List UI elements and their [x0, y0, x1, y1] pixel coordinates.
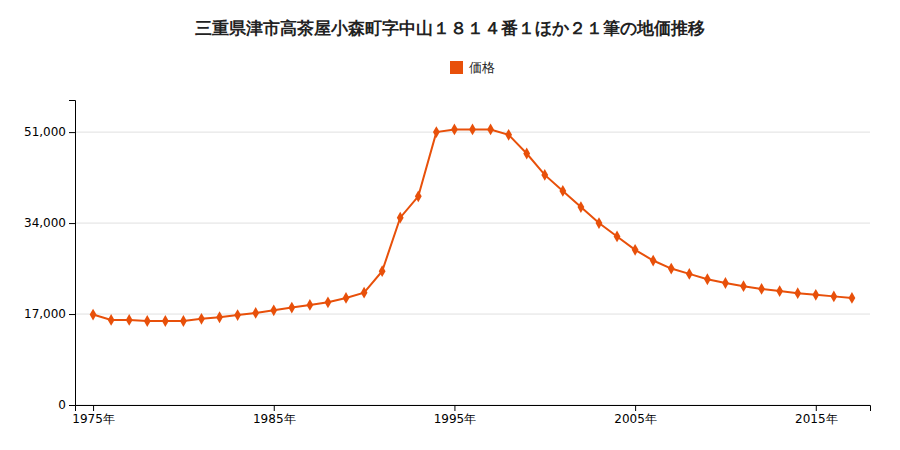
y-axis: 0 17,000 34,000 51,000 — [24, 101, 76, 413]
axis-line — [69, 101, 76, 406]
legend: 価格 — [450, 60, 495, 75]
line — [93, 129, 852, 321]
marker — [126, 314, 133, 326]
grid — [75, 132, 870, 405]
tick-label: 1975年 — [72, 412, 115, 426]
tick-label: 34,000 — [24, 216, 66, 230]
marker — [578, 201, 585, 213]
marker — [505, 129, 512, 141]
marker — [740, 280, 747, 292]
marker — [686, 268, 693, 280]
marker — [704, 273, 711, 285]
marker — [325, 296, 332, 308]
marker — [270, 304, 277, 316]
marker — [849, 292, 856, 304]
tick-mark — [93, 405, 94, 411]
tick-mark — [635, 405, 636, 411]
tick-mark — [69, 405, 75, 406]
marker — [559, 185, 566, 197]
x-axis: 1975年 1985年 1995年 2005年 2015年 — [72, 405, 870, 426]
tick-label: 2005年 — [614, 412, 657, 426]
marker — [668, 263, 675, 275]
tick: 17,000 — [24, 307, 75, 321]
tick: 1985年 — [253, 405, 296, 426]
tick-mark — [69, 314, 75, 315]
tick-mark — [274, 405, 275, 411]
chart: 三重県津市高茶屋小森町字中山１８１４番１ほか２１筆の地価推移 1975年 1985年… — [0, 0, 900, 450]
tick-label: 1985年 — [253, 412, 296, 426]
tick: 51,000 — [24, 125, 75, 139]
grid-line — [75, 223, 870, 224]
marker — [650, 255, 657, 267]
tick-label: 51,000 — [24, 125, 66, 139]
tick-mark — [816, 405, 817, 411]
tick-mark — [69, 132, 75, 133]
tick: 1995年 — [434, 405, 477, 426]
marker — [776, 285, 783, 297]
tick-label: 0 — [58, 398, 66, 412]
tick: 2005年 — [614, 405, 657, 426]
title: 三重県津市高茶屋小森町字中山１８１４番１ほか２１筆の地価推移 — [195, 18, 705, 38]
marker — [614, 231, 621, 243]
marker — [90, 309, 97, 321]
legend-item: 価格 — [450, 60, 495, 75]
marker — [487, 124, 494, 136]
tick: 1975年 — [72, 405, 115, 426]
tick: 2015年 — [795, 405, 838, 426]
legend-label: 価格 — [469, 60, 495, 75]
tick-mark — [454, 405, 455, 411]
marker — [523, 148, 530, 160]
marker — [541, 169, 548, 181]
marker — [632, 244, 639, 256]
marker — [812, 289, 819, 301]
marker — [758, 283, 765, 295]
marker — [234, 309, 241, 321]
legend-swatch — [450, 61, 463, 74]
marker — [415, 190, 422, 202]
plot-area: 1975年 1985年 1995年 2005年 2015年 0 17,000 34,000 51… — [24, 101, 871, 426]
marker — [596, 217, 603, 229]
marker — [216, 311, 223, 323]
marker — [108, 314, 115, 326]
marker — [361, 287, 368, 299]
marker — [288, 302, 295, 314]
marker — [433, 126, 440, 138]
marker — [144, 315, 151, 327]
marks — [90, 124, 856, 327]
marker — [180, 315, 187, 327]
grid-line — [75, 314, 870, 315]
marker — [306, 299, 313, 311]
tick-label: 1995年 — [434, 412, 477, 426]
marker — [830, 290, 837, 302]
marker — [379, 265, 386, 277]
marker — [252, 307, 259, 319]
marker — [343, 292, 350, 304]
tick-mark — [69, 223, 75, 224]
tick: 34,000 — [24, 216, 75, 230]
marker — [722, 277, 729, 289]
marker — [162, 315, 169, 327]
marker — [198, 313, 205, 325]
tick: 0 — [58, 398, 75, 412]
marker — [397, 212, 404, 224]
tick-label: 2015年 — [795, 412, 838, 426]
marker — [451, 124, 458, 136]
marker — [794, 287, 801, 299]
axis-line — [76, 406, 871, 412]
marker — [469, 124, 476, 136]
tick-label: 17,000 — [24, 307, 66, 321]
